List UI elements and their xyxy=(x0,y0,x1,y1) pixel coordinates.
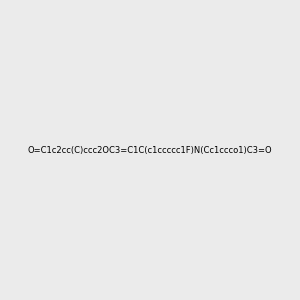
Text: O=C1c2cc(C)ccc2OC3=C1C(c1ccccc1F)N(Cc1ccco1)C3=O: O=C1c2cc(C)ccc2OC3=C1C(c1ccccc1F)N(Cc1cc… xyxy=(28,146,272,154)
